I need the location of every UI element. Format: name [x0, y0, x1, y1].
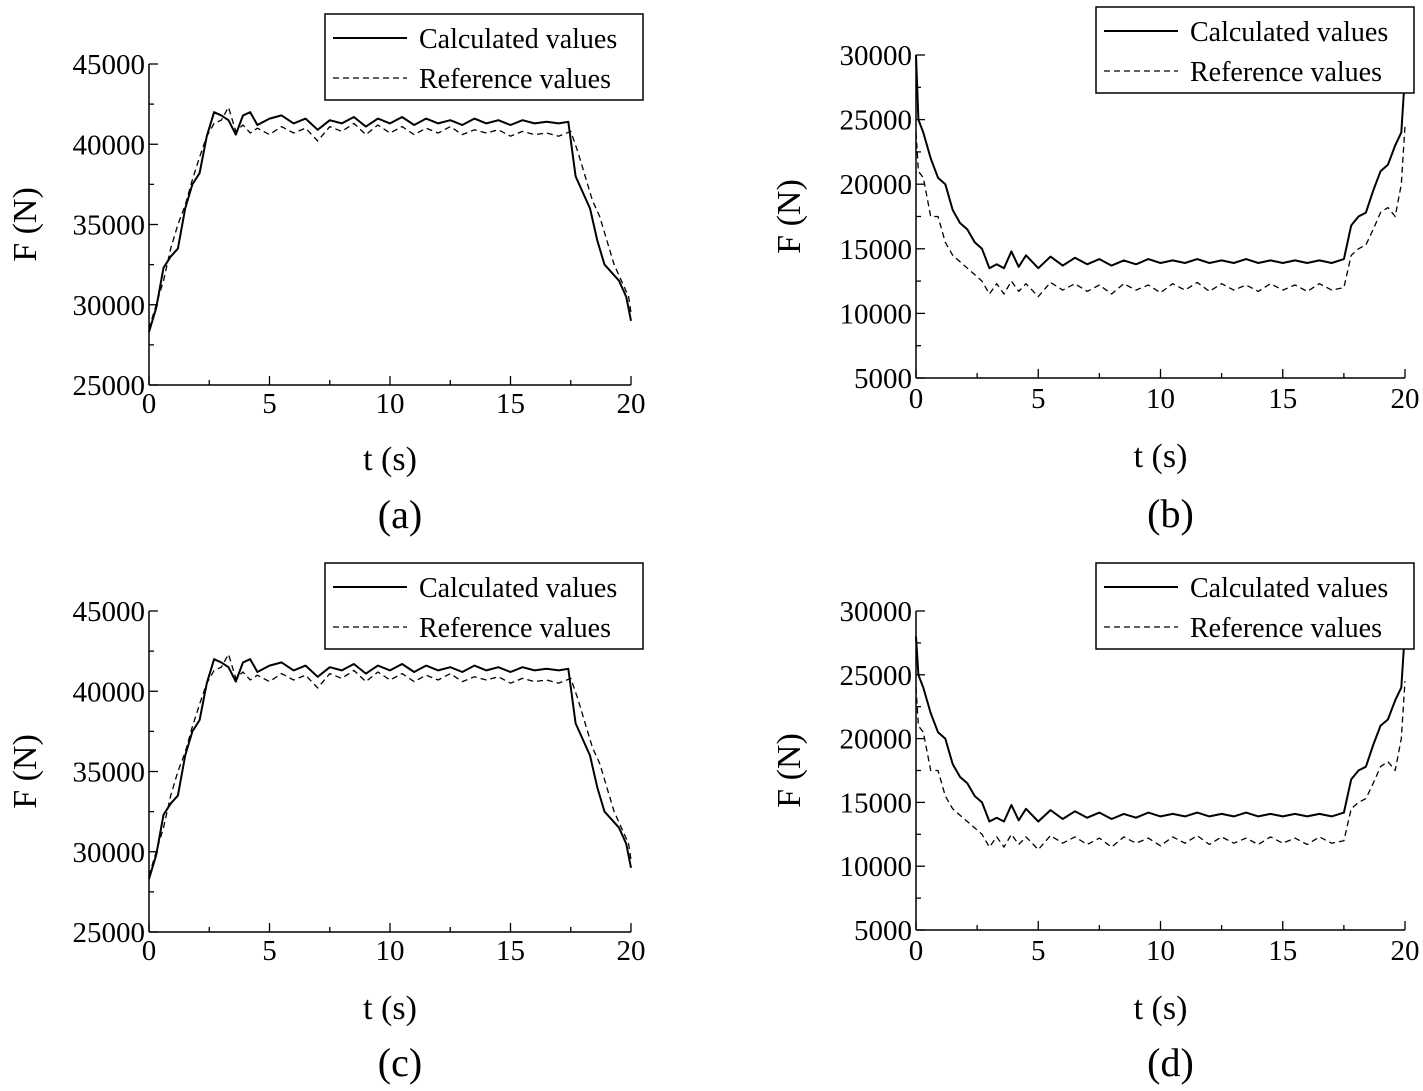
y-tick-label: 25000: [840, 105, 913, 137]
chart-panel-2: 0 5 10 15 20 5000 10000 15000 20000 25000 30000 t (…: [771, 6, 1420, 536]
legend: Calculated values Reference values: [324, 562, 644, 650]
y-tick-label: 30000: [73, 290, 146, 322]
x-tick-label: 0: [909, 935, 924, 967]
legend-entry: Calculated values: [419, 24, 617, 55]
legend-entry: Reference values: [419, 613, 611, 644]
x-tick-label: 15: [1268, 383, 1297, 415]
x-tick-label: 15: [1268, 935, 1297, 967]
panel-label: (d): [1147, 1040, 1194, 1085]
y-tick-label: 20000: [840, 724, 913, 756]
x-tick-label: 0: [142, 388, 157, 420]
chart-panel-3: 0 5 10 15 20 25000 30000 35000 40000 45000 t (s) F …: [7, 562, 646, 1085]
calculated-values-line: [148, 111, 632, 333]
x-tick-label: 10: [376, 935, 405, 967]
x-tick-label: 5: [262, 935, 277, 967]
y-tick-label: 45000: [73, 596, 146, 628]
legend-box: [324, 13, 644, 101]
legend-box: [1095, 6, 1415, 94]
legend-box: [324, 562, 644, 650]
reference-values-line: [148, 653, 632, 876]
calculated-values-line: [148, 658, 632, 880]
legend-entry: Reference values: [419, 64, 611, 95]
chart-panel-1: 0 5 10 15 20 25000 30000 35000 40000 45000 t (s) F …: [7, 13, 646, 537]
y-axis-title: F (N): [771, 179, 808, 254]
x-tick-label: 5: [262, 388, 277, 420]
calculated-values-line: [915, 630, 1406, 823]
x-tick-label: 20: [617, 388, 646, 420]
y-tick-label: 30000: [73, 837, 146, 869]
y-tick-label: 30000: [840, 596, 913, 628]
y-axis-title: F (N): [7, 734, 44, 809]
panel-label: (c): [378, 1040, 422, 1085]
x-tick-label: 0: [909, 383, 924, 415]
y-tick-label: 5000: [854, 915, 912, 947]
x-tick-label: 20: [1391, 383, 1420, 415]
legend-box: [1095, 562, 1415, 650]
x-axis-title: t (s): [363, 990, 417, 1027]
calculated-values-line: [915, 54, 1406, 270]
y-tick-label: 10000: [840, 851, 913, 883]
y-axis-title: F (N): [771, 733, 808, 808]
legend: Calculated values Reference values: [324, 13, 644, 101]
y-tick-label: 35000: [73, 757, 146, 789]
x-tick-label: 10: [1146, 383, 1175, 415]
y-tick-label: 35000: [73, 210, 146, 242]
y-tick-label: 25000: [840, 660, 913, 692]
x-tick-label: 0: [142, 935, 157, 967]
legend-entry: Calculated values: [1190, 17, 1388, 48]
x-axis-title: t (s): [363, 441, 417, 478]
y-tick-label: 30000: [840, 40, 913, 72]
y-axis-title: F (N): [7, 187, 44, 262]
x-tick-label: 5: [1031, 935, 1046, 967]
reference-values-line: [915, 126, 1406, 298]
legend-entry: Reference values: [1190, 613, 1382, 644]
x-tick-label: 10: [376, 388, 405, 420]
x-axis-title: t (s): [1134, 990, 1188, 1027]
y-tick-label: 25000: [73, 370, 146, 402]
legend-entry: Calculated values: [1190, 573, 1388, 604]
reference-values-line: [148, 106, 632, 329]
legend: Calculated values Reference values: [1095, 6, 1415, 94]
y-tick-label: 20000: [840, 169, 913, 201]
x-tick-label: 15: [496, 388, 525, 420]
y-tick-label: 40000: [73, 129, 146, 161]
y-tick-label: 25000: [73, 917, 146, 949]
legend-entry: Reference values: [1190, 57, 1382, 88]
x-tick-label: 15: [496, 935, 525, 967]
chart-panel-4: 0 5 10 15 20 5000 10000 15000 20000 25000 30000 t (…: [771, 562, 1420, 1085]
x-tick-label: 20: [1391, 935, 1420, 967]
y-tick-label: 5000: [854, 363, 912, 395]
x-axis-title: t (s): [1134, 438, 1188, 475]
panel-label: (a): [378, 492, 422, 537]
x-tick-label: 5: [1031, 383, 1046, 415]
x-tick-label: 20: [617, 935, 646, 967]
x-tick-label: 10: [1146, 935, 1175, 967]
y-tick-label: 45000: [73, 49, 146, 81]
y-tick-label: 40000: [73, 676, 146, 708]
panel-label: (b): [1147, 491, 1194, 536]
y-tick-label: 10000: [840, 298, 913, 330]
y-tick-label: 15000: [840, 787, 913, 819]
legend-entry: Calculated values: [419, 573, 617, 604]
legend: Calculated values Reference values: [1095, 562, 1415, 650]
y-tick-label: 15000: [840, 234, 913, 266]
reference-values-line: [915, 681, 1406, 851]
